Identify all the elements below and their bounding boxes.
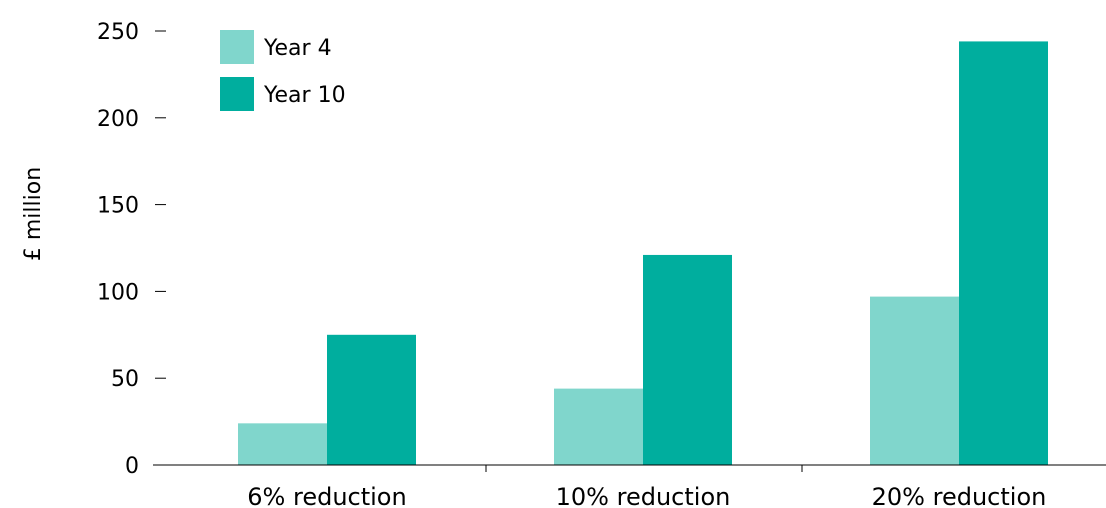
x-axis: [153, 464, 1106, 472]
bar-year-4-0: [238, 423, 327, 465]
x-category-label: 6% reduction: [247, 483, 406, 508]
x-category-label: 20% reduction: [872, 483, 1047, 508]
y-tick-label: 100: [97, 280, 139, 305]
legend-label: Year 4: [263, 36, 332, 61]
y-axis-title-group: £ million: [21, 167, 46, 261]
bar-year-4-1: [554, 388, 643, 465]
bars: [238, 41, 1048, 465]
y-tick-label: 150: [97, 194, 139, 219]
legend: Year 4 Year 10: [220, 30, 346, 111]
x-axis-labels: 6% reduction 10% reduction 20% reduction: [247, 483, 1046, 508]
x-category-label: 10% reduction: [556, 483, 731, 508]
y-tick-label: 50: [111, 367, 139, 392]
bar-year-4-2: [870, 296, 959, 465]
bar-year-10-0: [327, 334, 416, 465]
legend-swatch: [220, 77, 254, 111]
y-tick-label: 250: [97, 20, 139, 45]
bar-year-10-2: [959, 41, 1048, 465]
y-tick-label: 200: [97, 107, 139, 132]
y-axis-ticks: 0 50 100 150 200 250: [97, 20, 166, 479]
legend-label: Year 10: [263, 83, 346, 108]
y-tick-label: 0: [125, 454, 139, 479]
legend-swatch: [220, 30, 254, 64]
bar-year-10-1: [643, 254, 732, 465]
y-axis-title: £ million: [21, 167, 46, 261]
